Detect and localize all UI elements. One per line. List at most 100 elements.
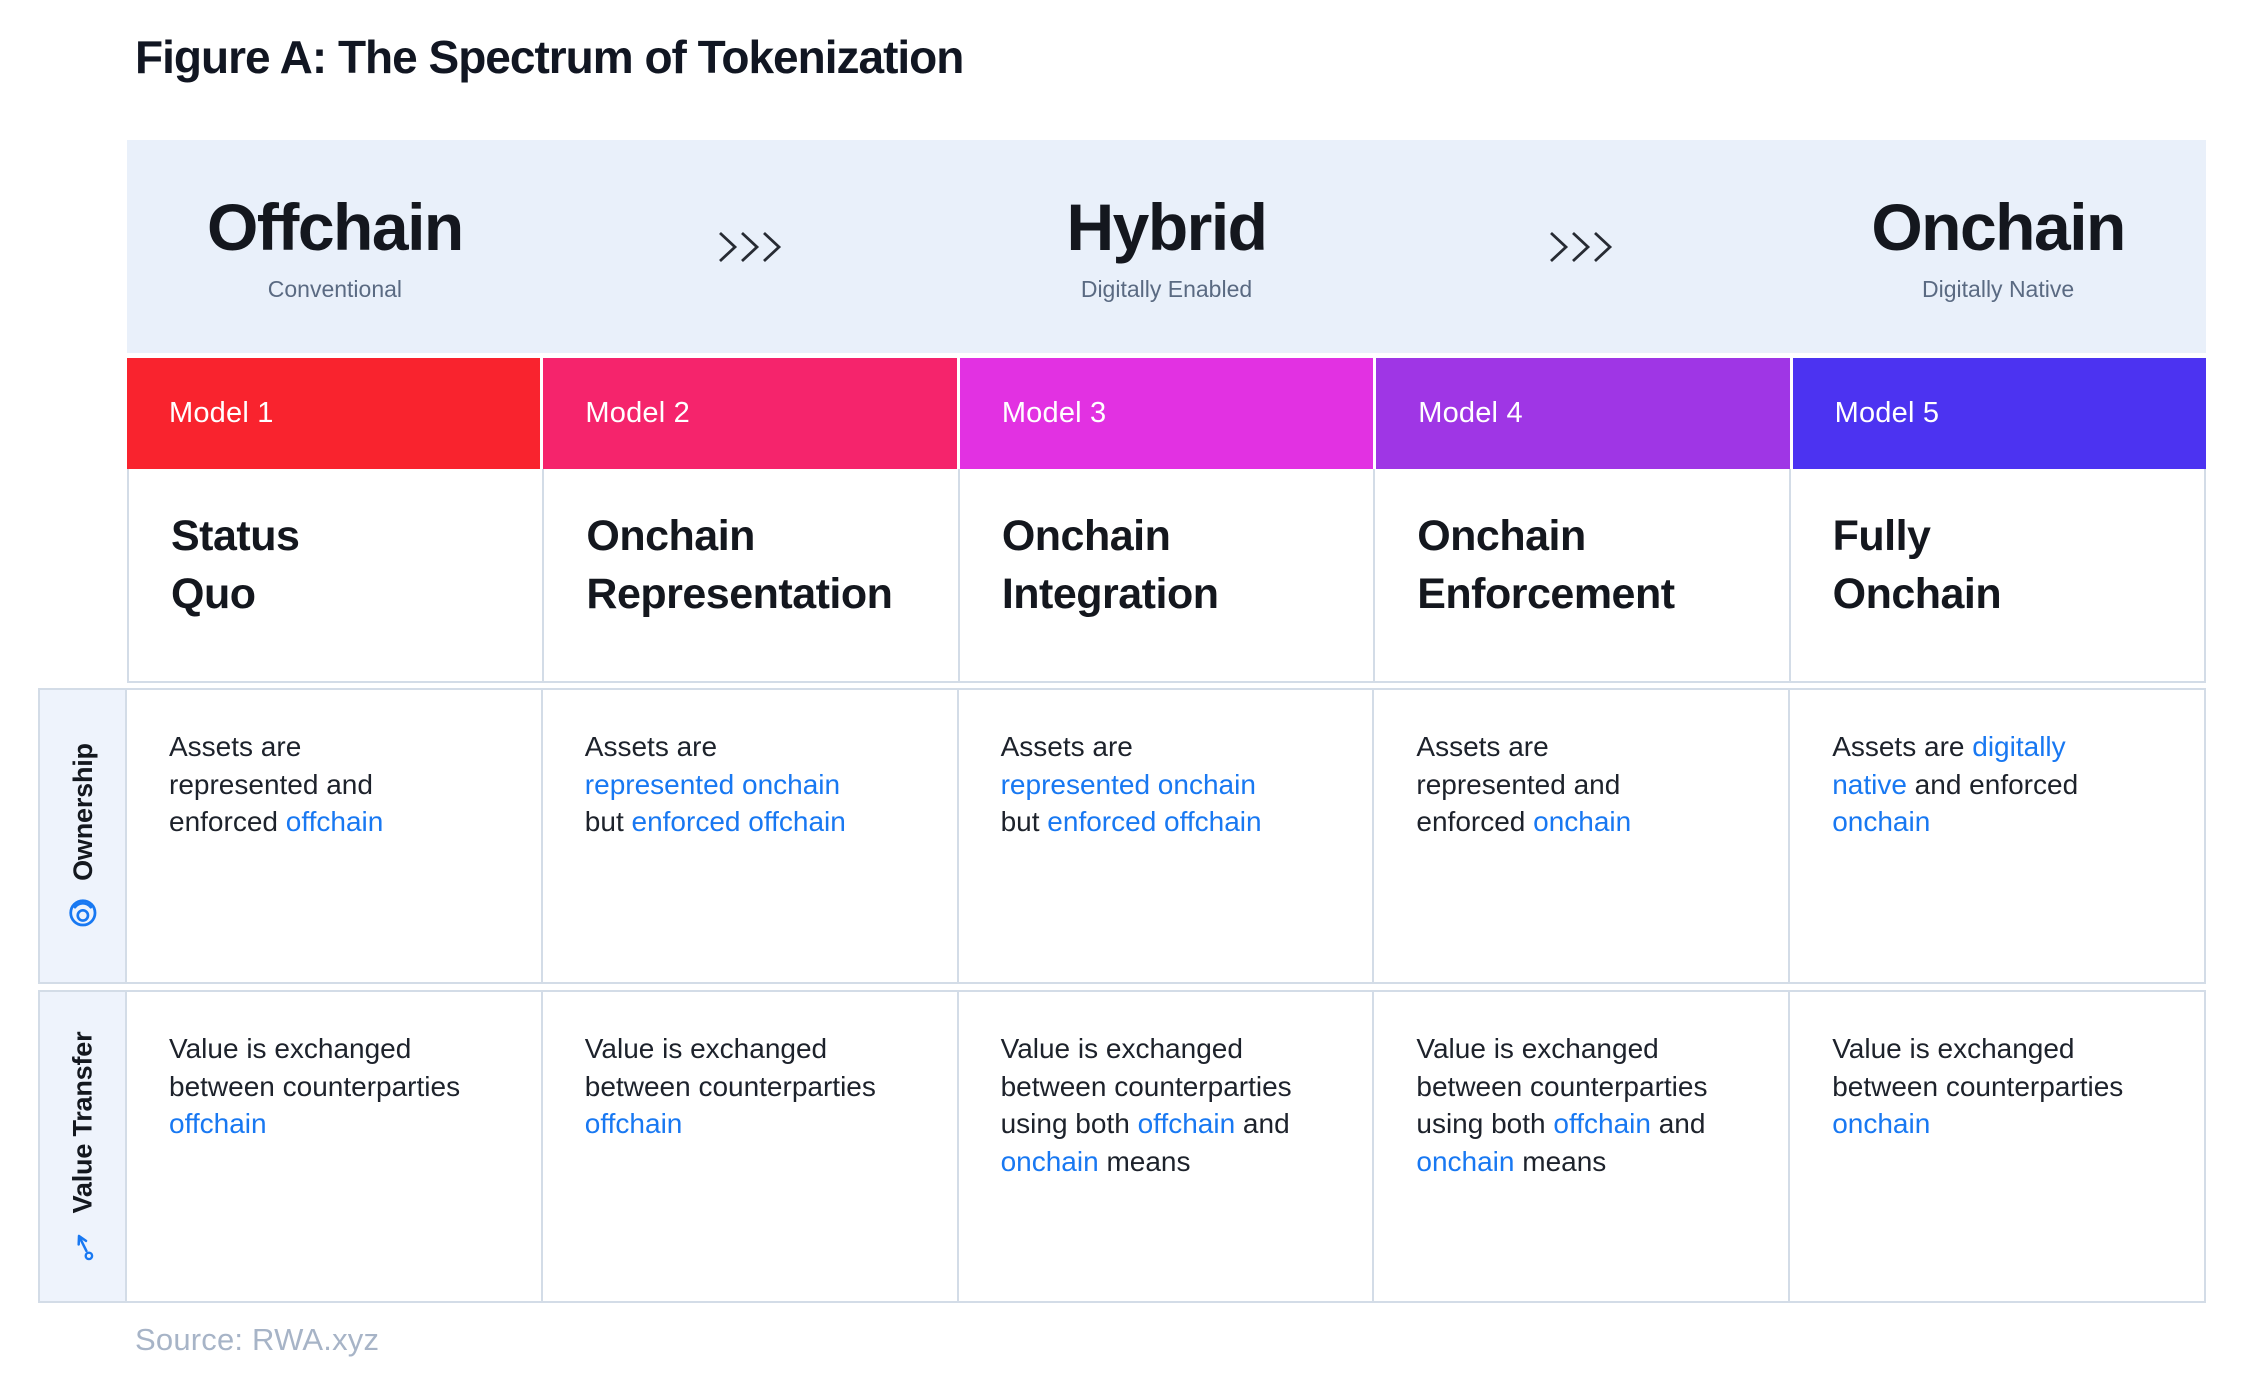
stage-subtitle: Conventional [267,276,403,302]
row-label: Ownership [67,743,98,881]
highlighted-term: enforced offchain [631,806,846,837]
cell-text: between counterparties [584,1070,876,1102]
transfer-arrow-icon [76,1234,93,1261]
model-titles-row: Status Quo Onchain Representation Onchain I… [127,469,2207,683]
model-3-title: Onchain Integration [959,469,1376,683]
model-2-title: Onchain Representation [544,469,960,683]
stage-name: Hybrid [1066,190,1268,264]
model-title-line: Quo [171,570,256,618]
model-title-line: Onchain [1832,570,2002,618]
model-title-line: Onchain [1417,512,1586,560]
stage-name: Offchain [207,190,464,264]
cell-text: Value is exchanged [1000,1033,1243,1064]
page-title: Figure A: The Spectrum of Tokenization [135,31,964,83]
ownership-cell-model-2: Assets are represented onchain but enforce… [543,690,959,982]
value-transfer-row: Value Transfer Value is exchanged between… [38,990,2206,1303]
cell-text: represented and [169,768,373,800]
model-title-line: Representation [586,570,893,618]
value-transfer-row-header-rotated: Value Transfer [67,1032,98,1262]
stage-subtitle: Digitally Enabled [1080,276,1253,302]
cell-text: means [1098,1145,1191,1177]
highlighted-term: offchain [285,806,384,837]
model-bars-row: Model 1 Model 2 Model 3 Model 4 Model 5 [127,358,2207,469]
model-4-title: Onchain Enforcement [1375,469,1791,683]
cell-text: Value is exchanged [169,1033,412,1064]
stage-offchain: Offchain Conventional [127,140,543,353]
cell-text: Value is exchanged [584,1033,828,1064]
highlighted-term: onchain [1533,806,1632,837]
cell-text: and [1650,1108,1706,1139]
model-title-line: Onchain [586,512,755,560]
ownership-row-header-rotated: Ownership [67,743,99,929]
cell-text: represented and [1416,768,1621,800]
model-3-bar: Model 3 [959,358,1374,469]
value-transfer-cell-model-2: Value is exchanged between counterparties… [543,992,959,1301]
cell-text: but [1000,806,1048,837]
highlighted-term: onchain [1832,806,1931,837]
model-title-line: Integration [1001,570,1219,618]
highlighted-term: offchain [1553,1108,1651,1139]
triple-chevron-icon [1550,231,1613,262]
model-1-bar: Model 1 [127,358,541,469]
cell-text: Assets are [1416,731,1549,762]
value-transfer-cells: Value is exchanged between counterparties… [127,990,2206,1303]
spectrum-band: Offchain Conventional Hybrid Digitally E… [127,140,2206,353]
spectrum-arrow [543,140,959,353]
value-transfer-row-header: Value Transfer [38,990,127,1303]
model-4-bar: Model 4 [1376,358,1790,469]
cell-text: Value is exchanged [1832,1033,2075,1064]
value-transfer-cell-model-4: Value is exchanged between counterparties… [1374,992,1791,1301]
ownership-cell-model-5: Assets are digitally native and enforced o… [1790,690,2204,982]
model-5-bar: Model 5 [1792,358,2207,469]
cell-text: means [1514,1145,1607,1177]
row-label: Value Transfer [67,1031,98,1214]
cell-text: enforced [169,806,286,837]
highlighted-term: represented onchain [584,768,841,800]
value-transfer-row-header-inner: Value Transfer [40,992,125,1301]
value-transfer-cell-model-5: Value is exchanged between counterparties… [1790,992,2204,1301]
model-2-bar: Model 2 [543,358,957,469]
model-title-line: Enforcement [1417,570,1675,618]
cell-text: between counterparties [1832,1070,2124,1102]
cell-text: Assets are [584,731,718,762]
value-transfer-cell-model-1: Value is exchanged between counterparties… [127,992,543,1301]
model-title-line: Onchain [1001,512,1171,560]
cell-text: Assets are [1000,731,1133,762]
ownership-cells: Assets are represented and enforced offcha… [127,688,2206,984]
ownership-icon [68,899,97,927]
ownership-row: Ownership Assets are represented and enfor… [38,688,2206,984]
cell-text: using both [1416,1108,1554,1139]
model-1-title: Status Quo [127,469,545,683]
model-title-line: Fully [1832,512,1931,560]
cell-text: and [1235,1108,1290,1139]
highlighted-term: offchain [1137,1108,1236,1139]
triple-chevron-icon [718,231,781,262]
cell-text: enforced [1416,806,1534,837]
ownership-cell-model-4: Assets are represented and enforced onchai… [1374,690,1791,982]
ownership-row-header-inner: Ownership [40,690,125,982]
ownership-cell-model-1: Assets are represented and enforced offcha… [127,690,543,982]
model-5-title: Fully Onchain [1790,469,2207,683]
ownership-row-header: Ownership [38,688,127,984]
highlighted-term: onchain [1416,1145,1515,1177]
highlighted-term: enforced offchain [1047,806,1262,837]
highlighted-term: offchain [169,1108,267,1139]
stage-subtitle: Digitally Native [1922,276,2075,302]
highlighted-term: represented onchain [1000,768,1256,800]
cell-text: and enforced [1906,768,2079,800]
source-credit: Source: RWA.xyz [135,1322,380,1357]
cell-text: Value is exchanged [1416,1033,1659,1064]
highlighted-term: onchain [1000,1145,1099,1177]
stage-hybrid: Hybrid Digitally Enabled [959,140,1375,353]
highlighted-term: digitally [1972,731,2066,762]
spectrum-arrow [1374,140,1790,353]
cell-text: but [584,806,632,837]
highlighted-term: offchain [584,1108,683,1139]
stage-name: Onchain [1871,190,2126,264]
cell-text: between counterparties [1000,1070,1292,1102]
cell-text: between counterparties [1416,1070,1708,1102]
cell-text: Assets are [169,731,302,762]
stage-onchain: Onchain Digitally Native [1790,140,2206,353]
value-transfer-cell-model-3: Value is exchanged between counterparties… [959,992,1375,1301]
